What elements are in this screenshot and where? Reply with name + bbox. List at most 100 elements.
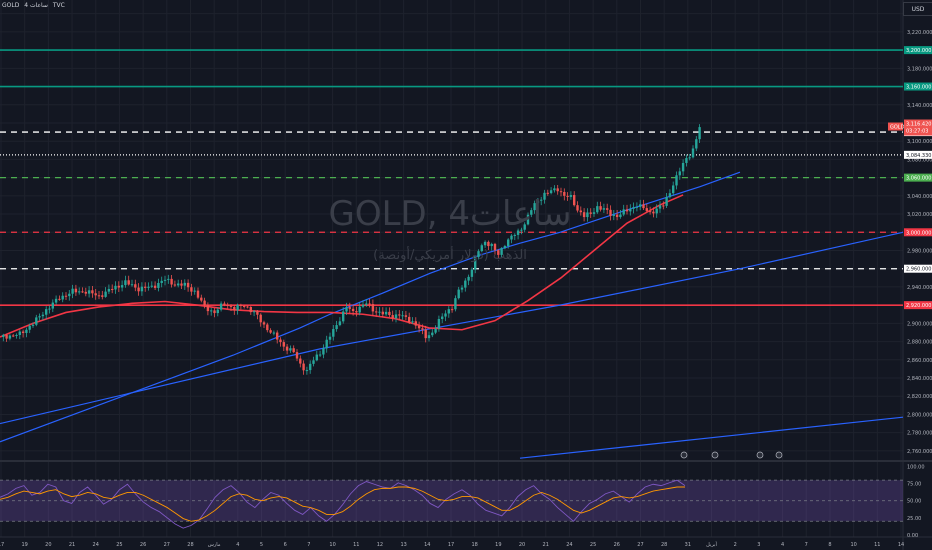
candle-body — [500, 248, 503, 255]
candle-body — [579, 210, 582, 213]
level-tag-bg — [904, 82, 932, 91]
candle-body — [147, 286, 150, 288]
candle-body — [675, 175, 678, 186]
time-axis-label: 14 — [424, 542, 430, 548]
candle-body — [21, 331, 25, 333]
candle-body — [335, 325, 338, 330]
candle-body — [61, 295, 64, 300]
candle-body — [348, 307, 351, 309]
candle-body — [351, 308, 355, 312]
candle-body — [668, 193, 672, 198]
time-axis-label: مارس — [208, 542, 221, 548]
candle-body — [295, 352, 299, 359]
candle-body — [665, 197, 668, 206]
candle-body — [249, 307, 252, 313]
candle-body — [153, 285, 157, 288]
level-price-tag: 3,000.000 — [904, 228, 932, 237]
level-price-tag: 2,960.000 — [904, 264, 932, 273]
time-axis-label: 3 — [757, 542, 760, 548]
candle-body — [408, 316, 411, 323]
candle-body — [474, 257, 477, 270]
candle-body — [137, 287, 140, 292]
candle-body — [444, 313, 447, 317]
price-axis-label: 2,820.000 — [907, 394, 932, 400]
time-axis-label: 5 — [260, 542, 263, 548]
candle-body — [401, 315, 404, 317]
time-axis-label: 27 — [637, 542, 643, 548]
time-axis-label: 28 — [661, 542, 667, 548]
candle-body — [318, 354, 322, 356]
price-axis-label: 2,860.000 — [907, 358, 932, 364]
candle-body — [698, 127, 701, 140]
candle-body — [266, 324, 269, 331]
candle-body — [632, 207, 635, 209]
candle-body — [480, 245, 483, 252]
time-axis-label: 21 — [69, 542, 75, 548]
candle-body — [183, 282, 186, 286]
candle-body — [394, 314, 398, 319]
timeframe-label: 4 ساعات — [24, 2, 48, 9]
candle-body — [622, 209, 625, 215]
candle-body — [101, 295, 104, 297]
candle-body — [510, 235, 513, 240]
level-tag-bg — [904, 173, 932, 182]
rsi-axis-label: 50.00 — [907, 499, 921, 505]
candle-body — [361, 304, 365, 307]
candle-body — [573, 195, 576, 206]
price-axis-label: 2,800.000 — [907, 412, 932, 418]
candle-body — [163, 279, 167, 281]
candle-body — [609, 209, 612, 216]
price-axis-label: 3,220.000 — [907, 30, 932, 36]
candle-body — [378, 311, 381, 313]
candle-body — [186, 282, 190, 288]
candle-body — [18, 331, 21, 335]
candle-body — [58, 298, 61, 300]
candle-body — [41, 314, 45, 317]
candle-body — [312, 360, 315, 364]
symbol-header[interactable]: GOLD 4 ساعات TVC — [2, 2, 68, 9]
candle-body — [200, 297, 203, 301]
candle-body — [470, 269, 474, 277]
candle-body — [431, 332, 434, 336]
level-tag-label: 3,000.000 — [906, 230, 931, 236]
level-tag-label: 3,084.330 — [906, 153, 931, 159]
price-axis-label: 2,980.000 — [907, 248, 932, 254]
candle-body — [233, 306, 236, 311]
candle-body — [629, 208, 632, 212]
rsi-axis-label: 0.00 — [907, 533, 918, 539]
last-price-tag-bg — [904, 119, 932, 136]
candle-body — [599, 206, 602, 210]
price-axis-label: 3,020.000 — [907, 212, 932, 218]
candle-body — [526, 214, 530, 225]
candle-body — [460, 287, 464, 290]
time-axis-label: 24 — [566, 542, 572, 548]
candle-body — [490, 243, 493, 247]
candle-body — [177, 283, 180, 286]
currency-button[interactable]: USD — [903, 2, 932, 16]
candle-body — [338, 321, 342, 326]
candle-body — [256, 311, 259, 315]
candle-body — [530, 210, 533, 215]
candle-body — [15, 334, 18, 336]
time-axis-label: 2 — [734, 542, 737, 548]
time-axis-label: أبريل — [706, 541, 717, 548]
rsi-series-line — [0, 486, 685, 522]
candle-body — [276, 332, 279, 340]
time-axis-label: 24 — [93, 542, 99, 548]
candle-body — [285, 346, 289, 351]
rsi-axis-label: 25.00 — [907, 516, 921, 522]
rsi-axis-label: 100.00 — [907, 464, 925, 470]
candle-body — [645, 208, 648, 212]
level-tag-bg — [904, 150, 932, 159]
candle-body — [639, 204, 642, 207]
candle-body — [28, 325, 31, 330]
candle-body — [365, 303, 368, 305]
candle-body — [196, 290, 200, 298]
candle-body — [299, 358, 302, 364]
candle-body — [450, 309, 454, 311]
candle-body — [8, 335, 12, 339]
candle-body — [5, 334, 8, 339]
candle-body — [421, 328, 424, 330]
level-price-tag: 3,084.330 — [904, 150, 932, 159]
